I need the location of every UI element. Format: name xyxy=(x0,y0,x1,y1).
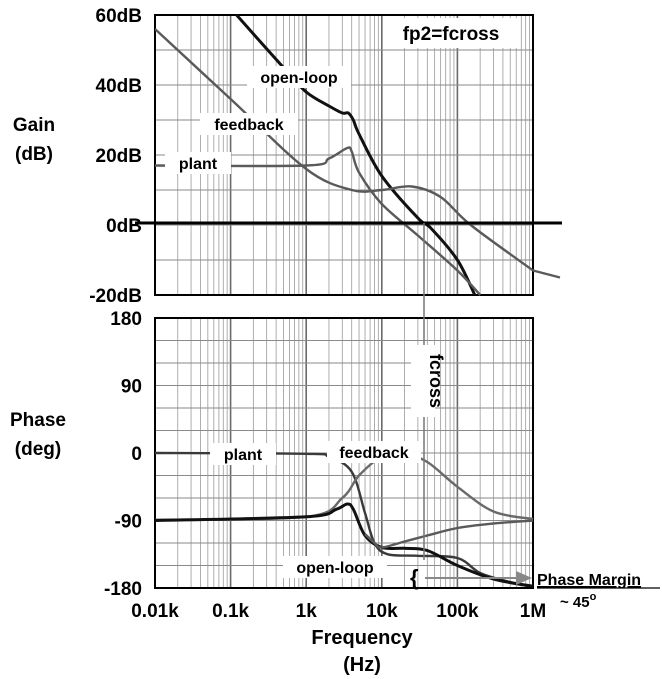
gain-series xyxy=(155,14,561,296)
phase-series-labels: plant feedback open-loop xyxy=(210,441,421,578)
phase-margin-arrow-head xyxy=(516,571,532,585)
gain-ytick-label: 60dB xyxy=(96,6,142,27)
frequency-xtick-label: 0.1k xyxy=(212,601,249,622)
gain-label-open-loop: open-loop xyxy=(260,70,338,87)
phase-axis-label-line1: Phase xyxy=(10,410,66,431)
gain-axis-label-line2: (dB) xyxy=(15,144,53,165)
gain-series-open-loop xyxy=(235,14,477,296)
frequency-xtick-label: 1M xyxy=(520,601,546,622)
title-box xyxy=(385,18,517,48)
phase-margin-brace: { xyxy=(410,565,419,590)
phase-ytick-label: -90 xyxy=(115,512,142,533)
phase-series xyxy=(155,451,534,588)
gain-label-feedback: feedback xyxy=(214,117,283,134)
frequency-axis-label-line2: (Hz) xyxy=(343,654,381,676)
frequency-xtick-label: 100k xyxy=(436,601,479,622)
phase-ytick-label: -180 xyxy=(104,579,142,600)
phase-axis-label-line2: (deg) xyxy=(15,439,61,460)
frequency-xtick-label: 0.01k xyxy=(131,601,179,622)
fcross-label: fcross xyxy=(426,354,446,408)
phase-series-open-loop xyxy=(155,502,534,588)
phase-margin-value: ~ 45o xyxy=(560,591,597,611)
phase-label-plant: plant xyxy=(224,447,263,464)
gain-ytick-label: 0dB xyxy=(106,216,142,237)
phase-ytick-label: 180 xyxy=(110,309,142,330)
gain-series-labels: open-loop feedback plant xyxy=(165,66,351,174)
gain-label-plant: plant xyxy=(179,156,218,173)
frequency-xtick-label: 1k xyxy=(296,601,318,622)
gain-ytick-label: 20dB xyxy=(96,146,142,167)
gain-ytick-label: -20dB xyxy=(89,286,142,307)
gain-ytick-label: 40dB xyxy=(96,76,142,97)
frequency-xtick-label: 10k xyxy=(366,601,398,622)
phase-ytick-label: 0 xyxy=(131,444,142,465)
gain-plot-frame xyxy=(154,14,534,296)
phase-margin-label-bg xyxy=(535,568,661,590)
gain-series-feedback-extension xyxy=(532,269,561,279)
gain-series-plant xyxy=(155,146,482,296)
phase-series-open-loop-lower-branch- xyxy=(364,519,534,549)
chart-title: fp2=fcross xyxy=(403,24,500,45)
phase-label-open-loop: open-loop xyxy=(296,560,374,577)
frequency-axis-label-line1: Frequency xyxy=(311,627,413,649)
phase-ytick-label: 90 xyxy=(121,377,142,398)
phase-label-feedback: feedback xyxy=(339,445,408,462)
fcross-label-bg xyxy=(411,345,435,417)
gain-axis-label-line1: Gain xyxy=(13,115,55,136)
phase-margin-label: Phase Margin xyxy=(537,572,641,589)
gain-series-feedback xyxy=(155,28,534,272)
